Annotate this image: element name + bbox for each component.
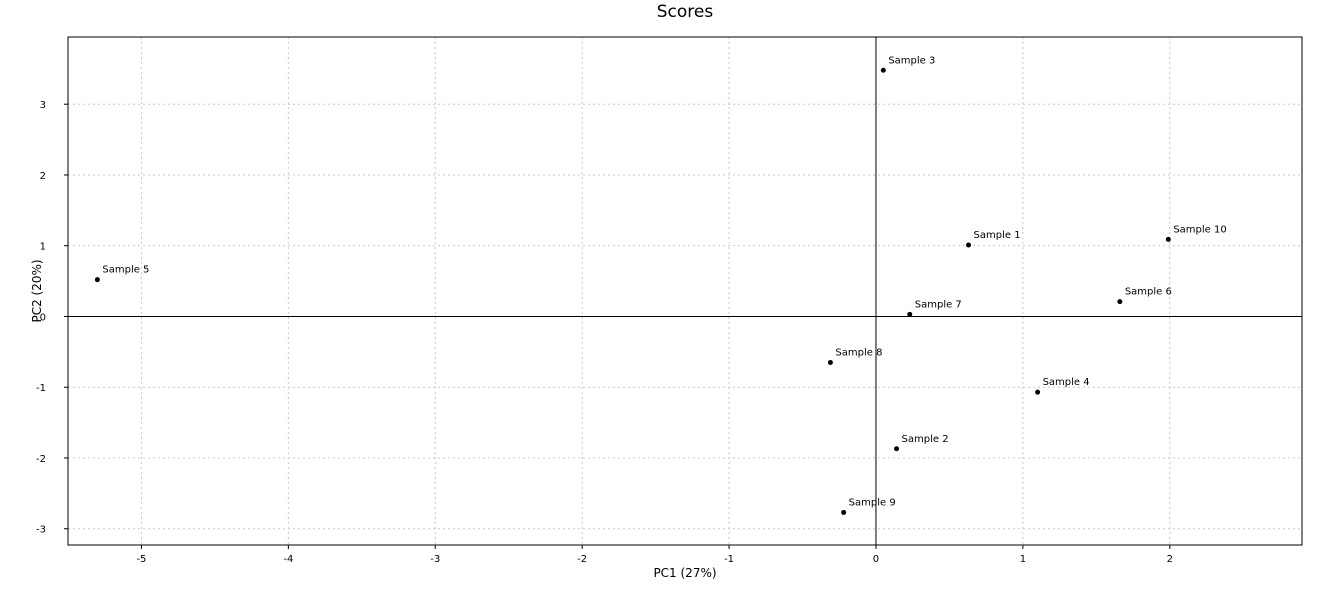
x-tick-label: 1 [1020, 554, 1026, 565]
data-point-label: Sample 1 [974, 230, 1021, 241]
data-point [894, 446, 900, 452]
x-tick-label: 2 [1167, 554, 1173, 565]
data-point-label: Sample 2 [902, 434, 949, 445]
data-point [827, 359, 833, 365]
data-point [1117, 299, 1123, 305]
data-point-label: Sample 8 [835, 347, 882, 358]
x-tick-label: -3 [430, 554, 440, 565]
y-tick-label: 3 [40, 100, 46, 111]
data-point-label: Sample 4 [1043, 377, 1090, 388]
data-point [880, 67, 886, 73]
data-point-label: Sample 10 [1173, 224, 1226, 235]
data-point [841, 509, 847, 515]
data-point [1035, 389, 1041, 395]
chart-title: Scores [657, 2, 714, 22]
data-point [907, 311, 913, 317]
y-tick-label: 0 [40, 312, 46, 323]
y-tick-label: 2 [40, 171, 46, 182]
x-axis-label: PC1 (27%) [653, 566, 716, 580]
data-point [966, 242, 972, 248]
data-point-label: Sample 7 [915, 299, 962, 310]
data-point [94, 277, 100, 283]
zero-lines [68, 37, 1302, 545]
x-tick-label: -1 [724, 554, 734, 565]
tick-layer: -5 -4 -3 -2 -1 0 1 2 -3 -2 -1 0 1 2 3 [36, 100, 1173, 565]
x-tick-label: 0 [873, 554, 879, 565]
data-point-label: Sample 3 [888, 55, 935, 66]
x-tick-label: -4 [283, 554, 293, 565]
points-layer: Sample 1 Sample 2 Sample 3 Sample 4 Sample 5… [94, 55, 1227, 515]
data-point-label: Sample 6 [1125, 287, 1172, 298]
data-point-label: Sample 5 [102, 265, 149, 276]
grid-layer [68, 37, 1302, 545]
y-tick-label: -2 [36, 454, 46, 465]
x-tick-label: -5 [136, 554, 146, 565]
y-tick-label: 1 [40, 242, 46, 253]
data-point-label: Sample 9 [849, 497, 896, 508]
y-axis-label: PC2 (20%) [30, 259, 44, 322]
y-tick-label: -3 [36, 525, 46, 536]
plot-frame [67, 36, 1303, 546]
y-tick-label: -1 [36, 383, 46, 394]
x-tick-label: -2 [577, 554, 587, 565]
data-point [1165, 236, 1171, 242]
